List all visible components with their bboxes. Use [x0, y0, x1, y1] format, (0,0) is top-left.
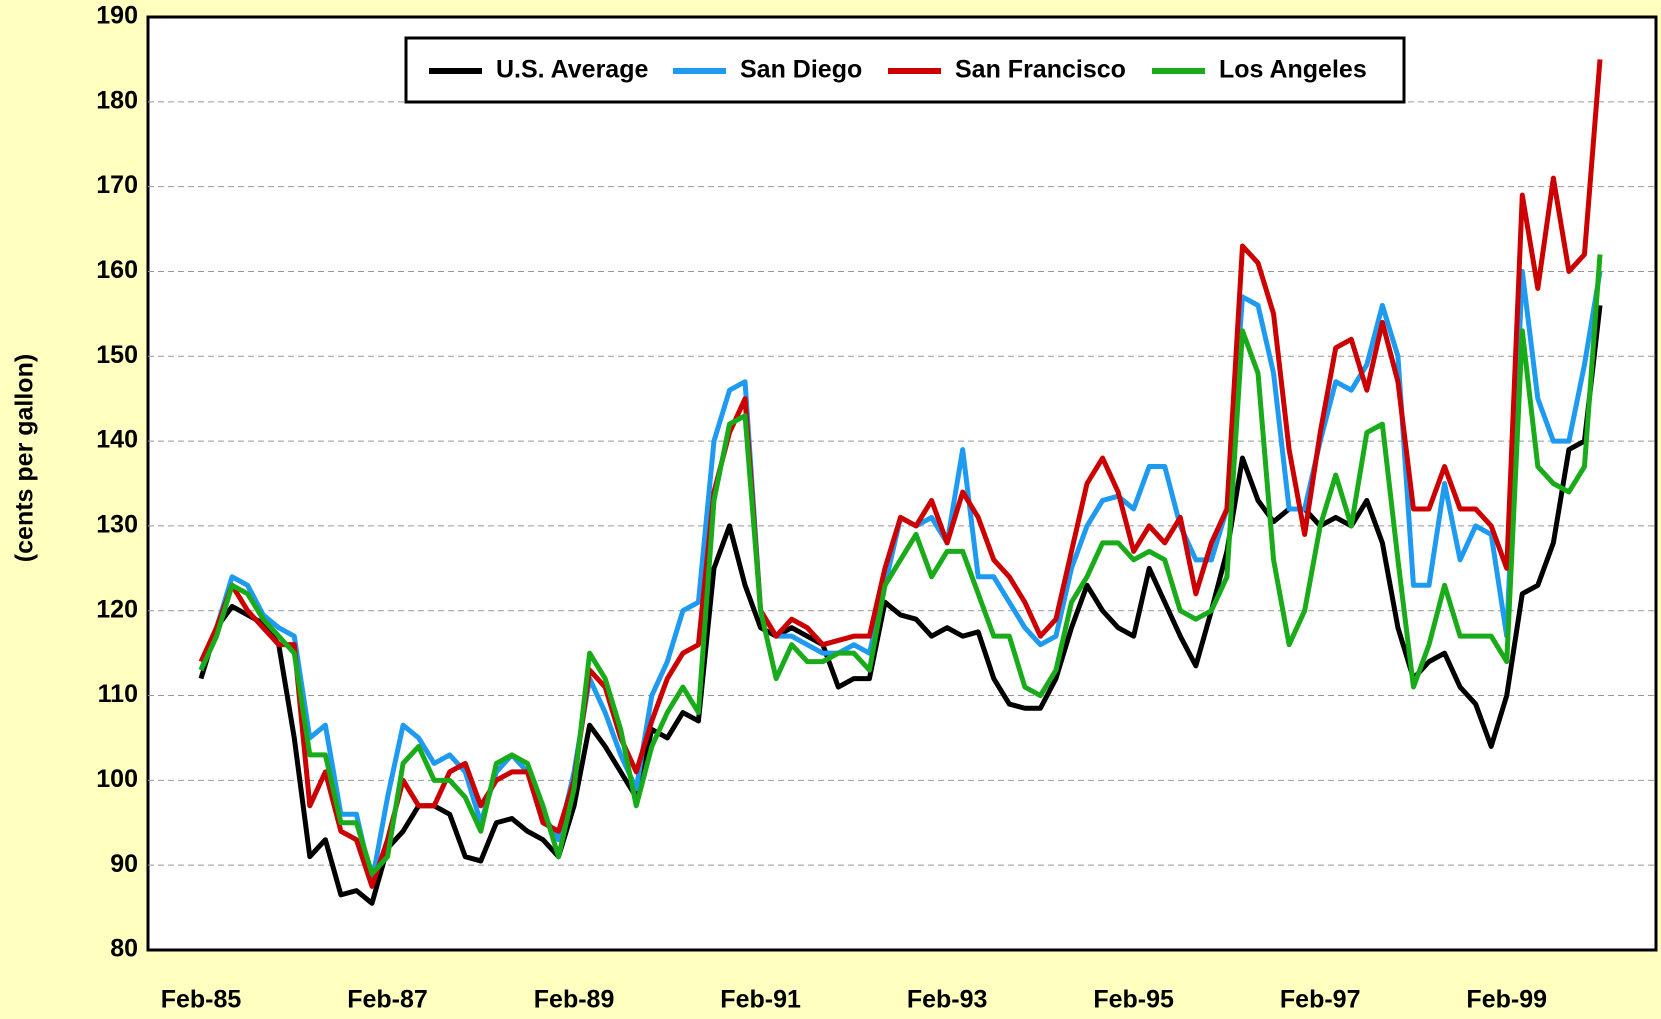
legend-label: San Diego — [740, 56, 862, 84]
y-tick-label: 190 — [96, 2, 138, 30]
y-tick-label: 110 — [98, 680, 138, 708]
x-tick-label: Feb-99 — [1466, 986, 1547, 1014]
y-tick-label: 140 — [96, 426, 138, 454]
y-tick-label: 180 — [96, 86, 138, 114]
series-line — [198, 254, 1603, 877]
series-line — [198, 59, 1603, 889]
y-tick-label: 130 — [96, 511, 138, 539]
x-tick-label: Feb-95 — [1093, 986, 1174, 1014]
x-tick-label: Feb-89 — [534, 986, 615, 1014]
x-tick-label: Feb-85 — [161, 986, 242, 1014]
y-tick-label: 160 — [96, 256, 138, 284]
y-axis-label: (cents per gallon) — [11, 354, 39, 562]
x-tick-label: Feb-87 — [347, 986, 428, 1014]
y-tick-label: 150 — [96, 341, 138, 369]
y-tick-label: 100 — [96, 765, 138, 793]
x-tick-label: Feb-97 — [1280, 986, 1361, 1014]
legend-label: U.S. Average — [496, 56, 648, 84]
y-tick-label: 120 — [96, 595, 138, 623]
x-tick-label: Feb-91 — [720, 986, 801, 1014]
y-tick-label: 170 — [96, 171, 138, 199]
plot-area — [146, 15, 1658, 952]
y-tick-label: 90 — [110, 850, 138, 878]
x-tick-label: Feb-93 — [907, 986, 988, 1014]
legend-label: Los Angeles — [1219, 56, 1367, 84]
legend-label: San Francisco — [955, 56, 1126, 84]
y-tick-label: 80 — [110, 935, 138, 963]
